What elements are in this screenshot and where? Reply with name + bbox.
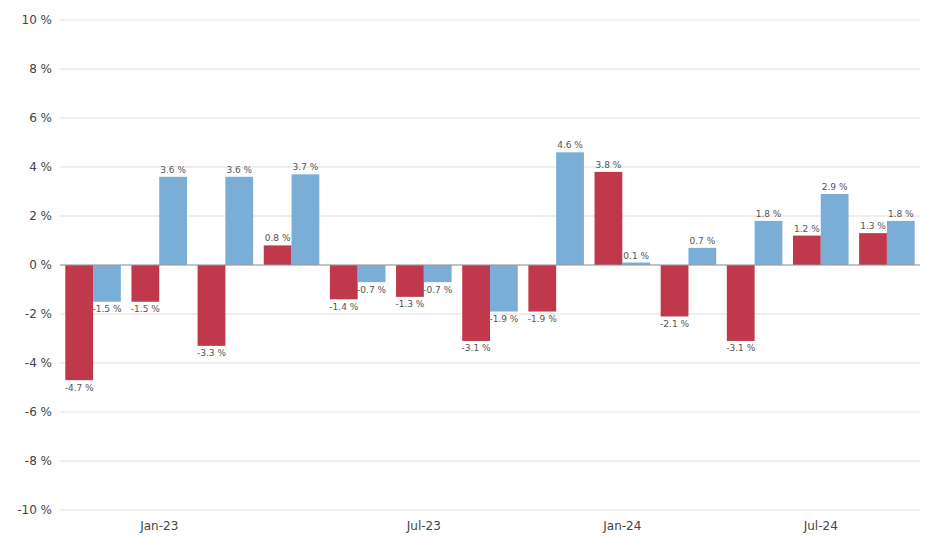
bar <box>358 265 386 282</box>
data-labels: -4.7 % -1.5 % -3.3 % 0.8 % -1.4 % -1.3 % -3.1 … <box>65 140 914 392</box>
data-label: -3.1 % <box>462 343 491 353</box>
data-label: 0.8 % <box>265 233 291 243</box>
data-label: 0.1 % <box>623 251 649 261</box>
bar <box>396 265 424 297</box>
grid-line <box>60 412 920 413</box>
bar <box>528 265 556 312</box>
grid-line <box>60 167 920 168</box>
y-tick-label: -8 % <box>25 454 52 468</box>
bar <box>424 265 452 282</box>
bar <box>292 174 320 265</box>
data-label: 1.2 % <box>794 224 820 234</box>
chart: -10 % -8 % -6 % -4 % -2 % 0 % 2 % 4 % 6 % 8 % 10 %… <box>0 0 940 550</box>
data-label: -1.9 % <box>528 314 557 324</box>
y-axis: -10 % -8 % -6 % -4 % -2 % 0 % 2 % 4 % 6 % 8 % 10 % <box>17 13 920 517</box>
data-label: 1.8 % <box>888 209 914 219</box>
bar <box>821 194 849 265</box>
x-tick-label: Jan-24 <box>602 519 641 533</box>
y-tick-label: 0 % <box>29 258 52 272</box>
grid-line <box>60 20 920 21</box>
zero-line <box>60 265 920 266</box>
data-label: 4.6 % <box>557 140 583 150</box>
x-axis: Jan-23 Jul-23 Jan-24 Jul-24 <box>139 519 838 533</box>
data-label: -3.3 % <box>197 348 226 358</box>
x-tick-label: Jan-23 <box>139 519 178 533</box>
y-tick-label: 10 % <box>22 13 53 27</box>
bar <box>225 177 253 265</box>
data-label: -1.5 % <box>92 304 121 314</box>
bar <box>755 221 783 265</box>
data-label: 1.8 % <box>756 209 782 219</box>
bar <box>65 265 93 380</box>
bars <box>65 152 914 380</box>
bar <box>93 265 121 302</box>
data-label: -4.7 % <box>65 383 94 393</box>
bar <box>727 265 755 341</box>
grid-line <box>60 118 920 119</box>
y-tick-label: -2 % <box>25 307 52 321</box>
data-label: 2.9 % <box>822 182 848 192</box>
data-label: -0.7 % <box>423 285 452 295</box>
bar <box>330 265 358 299</box>
bar <box>887 221 915 265</box>
grid-line <box>60 216 920 217</box>
x-tick-label: Jul-24 <box>803 519 838 533</box>
data-label: 3.8 % <box>596 160 622 170</box>
bar <box>131 265 159 302</box>
bar <box>556 152 584 265</box>
data-label: 3.6 % <box>160 165 186 175</box>
grid-line <box>60 510 920 511</box>
bar <box>595 172 623 265</box>
data-label: 1.3 % <box>860 221 886 231</box>
data-label: -3.1 % <box>726 343 755 353</box>
grid-line <box>60 363 920 364</box>
y-tick-label: -10 % <box>17 503 52 517</box>
y-tick-label: -6 % <box>25 405 52 419</box>
data-label: -1.5 % <box>131 304 160 314</box>
bar <box>264 245 292 265</box>
bar <box>462 265 490 341</box>
x-tick-label: Jul-23 <box>406 519 441 533</box>
data-label: 3.7 % <box>293 162 319 172</box>
bar <box>688 248 716 265</box>
bar <box>198 265 226 346</box>
y-tick-label: 8 % <box>29 62 52 76</box>
bar <box>490 265 518 312</box>
y-tick-label: 6 % <box>29 111 52 125</box>
y-tick-label: -4 % <box>25 356 52 370</box>
grid-line <box>60 69 920 70</box>
bar <box>159 177 187 265</box>
grid-line <box>60 461 920 462</box>
data-label: -0.7 % <box>357 285 386 295</box>
bar <box>793 236 821 265</box>
data-label: 0.7 % <box>689 236 715 246</box>
data-label: -1.4 % <box>329 302 358 312</box>
bar <box>661 265 689 316</box>
y-tick-label: 4 % <box>29 160 52 174</box>
data-label: 3.6 % <box>226 165 252 175</box>
grid-line <box>60 265 920 266</box>
bar <box>859 233 887 265</box>
data-label: -1.9 % <box>489 314 518 324</box>
data-label: -1.3 % <box>395 299 424 309</box>
data-label: -2.1 % <box>660 319 689 329</box>
y-tick-label: 2 % <box>29 209 52 223</box>
